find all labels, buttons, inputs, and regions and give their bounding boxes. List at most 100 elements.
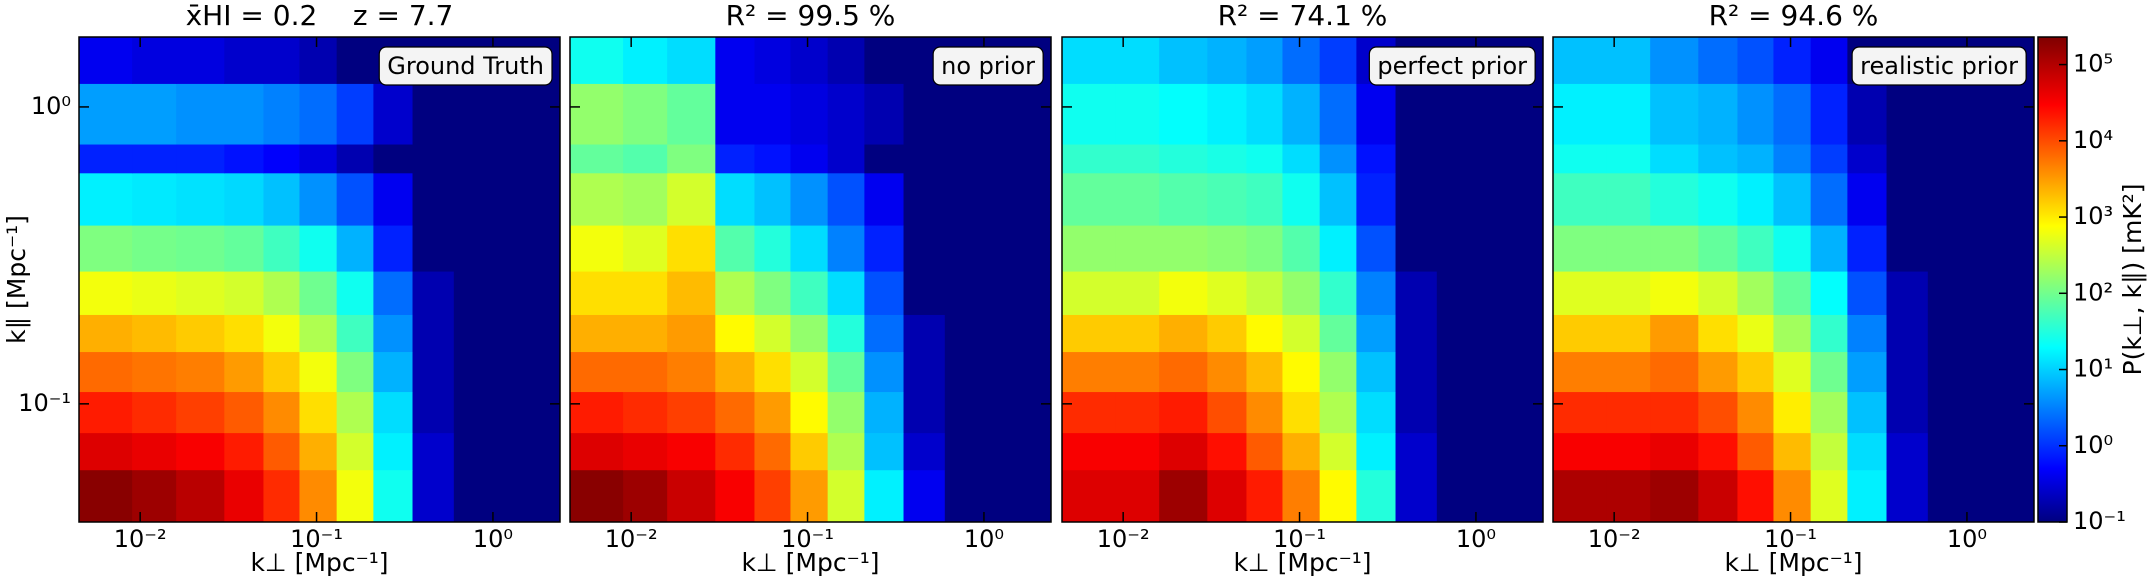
heatmap-cell (1319, 391, 1357, 434)
y-tick-label: 10⁻¹ (18, 389, 71, 417)
heatmap-cell (623, 225, 668, 272)
heatmap-cell (79, 314, 133, 353)
heatmap-cell (1246, 432, 1283, 471)
heatmap-cell (570, 432, 624, 471)
heatmap-cell (754, 225, 791, 272)
heatmap-cell (1115, 469, 1160, 523)
heatmap-cell (336, 432, 374, 471)
heatmap-cell (667, 172, 716, 226)
heatmap-cell (79, 271, 133, 315)
heatmap-cell (336, 314, 374, 353)
heatmap-cell (1395, 225, 1438, 272)
heatmap-cell (336, 172, 374, 226)
heatmap-cell (754, 271, 791, 315)
heatmap-cell (336, 144, 374, 174)
heatmap-cell (864, 271, 905, 315)
heatmap-cell (79, 391, 133, 434)
heatmap-cell (1773, 351, 1812, 393)
heatmap-cell (1927, 172, 2035, 226)
heatmap-cell (1159, 432, 1208, 471)
heatmap-cell (453, 351, 561, 393)
heatmap-cell (336, 391, 374, 434)
x-tick-label: 10⁰ (1947, 525, 1987, 553)
heatmap-cell (667, 314, 716, 353)
heatmap-cell (224, 351, 264, 393)
heatmap-cell (754, 391, 791, 434)
heatmap-cell (299, 432, 338, 471)
heatmap-cell (132, 469, 177, 523)
heatmap-cell (790, 225, 829, 272)
heatmap-cell (176, 271, 225, 315)
heatmap-cell (944, 469, 1052, 523)
heatmap-cell (1246, 83, 1283, 145)
heatmap-cell (1115, 83, 1160, 145)
heatmap-cell (715, 271, 755, 315)
heatmap-cell (1847, 172, 1888, 226)
heatmap-cell (790, 469, 829, 523)
heatmap-cell (1282, 172, 1321, 226)
heatmap-cell (827, 144, 865, 174)
heatmap-cell (1062, 314, 1116, 353)
heatmap-cell (1115, 172, 1160, 226)
heatmap-cell (790, 271, 829, 315)
heatmap-cell (132, 432, 177, 471)
heatmap-cell (1246, 469, 1283, 523)
annotation: Ground Truth (387, 52, 544, 80)
heatmap-cell (224, 83, 264, 145)
heatmap-cell (944, 432, 1052, 471)
heatmap-cell (373, 144, 414, 174)
heatmap-cell (1062, 391, 1116, 434)
heatmap-cell (903, 314, 946, 353)
heatmap-cell (1436, 225, 1544, 272)
heatmap-cell (1395, 391, 1438, 434)
heatmap-cell (1886, 314, 1929, 353)
heatmap-cell (132, 37, 177, 84)
heatmap-cell (944, 271, 1052, 315)
heatmap-cell (1246, 271, 1283, 315)
heatmap-cell (1927, 314, 2035, 353)
heatmap-cell (1606, 432, 1651, 471)
heatmap-cell (623, 351, 668, 393)
heatmap-cell (132, 225, 177, 272)
heatmap-cell (1115, 271, 1160, 315)
heatmap-cell (1282, 351, 1321, 393)
heatmap-cell (336, 271, 374, 315)
heatmap-cell (864, 314, 905, 353)
heatmap-cell (373, 432, 414, 471)
heatmap-cell (1886, 172, 1929, 226)
heatmap-cell (1886, 351, 1929, 393)
heatmap-cell (79, 225, 133, 272)
heatmap-cell (864, 172, 905, 226)
heatmap-cell (1356, 469, 1397, 523)
panel: 10⁻² 10⁻¹ 10⁰ R² = 94.6 % k⊥ [Mpc⁻¹] realisti… (1552, 0, 2035, 577)
heatmap-cell (1810, 172, 1848, 226)
heatmap-cell (224, 469, 264, 523)
heatmap-cell (1395, 83, 1438, 145)
chart-title: x̄HI = 0.2 z = 7.7 (186, 0, 454, 32)
heatmap-cell (754, 432, 791, 471)
heatmap-cell (412, 144, 455, 174)
heatmap-cell (1282, 225, 1321, 272)
heatmap-cell (1062, 469, 1116, 523)
heatmap-cell (1773, 37, 1812, 84)
heatmap-cell (1886, 432, 1929, 471)
heatmap-cell (1650, 225, 1699, 272)
heatmap-cell (1606, 314, 1651, 353)
heatmap-cell (263, 144, 300, 174)
heatmap-cell (373, 391, 414, 434)
heatmap-cell (1436, 391, 1544, 434)
heatmap-cell (1395, 432, 1438, 471)
heatmap-cell (944, 314, 1052, 353)
heatmap-cell (667, 144, 716, 174)
heatmap-cell (667, 391, 716, 434)
heatmap-cell (176, 225, 225, 272)
heatmap-cell (1553, 314, 1607, 353)
heatmap-cell (1886, 469, 1929, 523)
chart-title: R² = 99.5 % (726, 0, 896, 32)
heatmap-cell (570, 391, 624, 434)
heatmap-cell (1436, 432, 1544, 471)
heatmap-cell (1886, 83, 1929, 145)
heatmap-cell (1062, 144, 1116, 174)
heatmap-cell (373, 314, 414, 353)
heatmap-cell (827, 271, 865, 315)
